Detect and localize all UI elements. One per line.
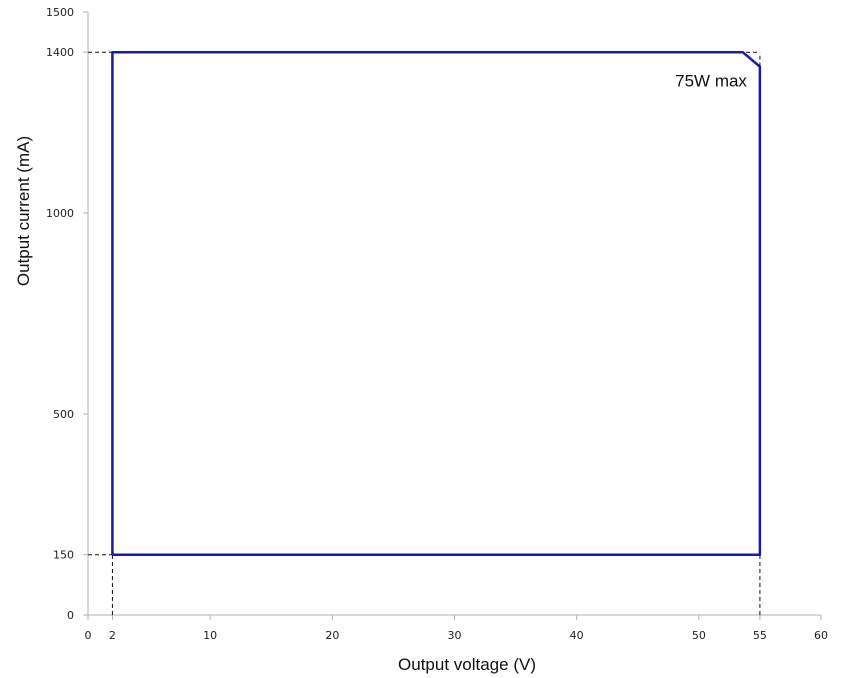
x-tick-label: 10 xyxy=(203,629,217,642)
axes xyxy=(83,11,822,620)
x-tick-label: 60 xyxy=(814,629,828,642)
y-tick-label: 1000 xyxy=(46,207,74,220)
y-tick-label: 0 xyxy=(67,609,74,622)
y-tick-label: 1500 xyxy=(46,6,74,19)
x-tick-label: 0 xyxy=(85,629,92,642)
y-tick-label: 500 xyxy=(53,408,74,421)
operating-area-line xyxy=(111,50,762,556)
reference-lines xyxy=(88,51,761,615)
y-tick-label: 1400 xyxy=(46,46,74,59)
x-tick-label: 20 xyxy=(325,629,339,642)
x-tick-label: 2 xyxy=(109,629,116,642)
y-axis-label: Output current (mA) xyxy=(14,136,33,286)
tick-labels: 0 2 10 20 30 40 50 55 60 0 150 500 1000 1400 1500 xyxy=(46,6,828,642)
x-tick-label: 30 xyxy=(448,629,462,642)
x-tick-label: 40 xyxy=(570,629,584,642)
y-tick-label: 150 xyxy=(53,549,74,562)
series-group xyxy=(111,50,762,556)
x-axis-label: Output voltage (V) xyxy=(398,655,536,674)
x-tick-label: 55 xyxy=(753,629,767,642)
annotation-75w-max: 75W max xyxy=(675,71,747,90)
x-tick-label: 50 xyxy=(692,629,706,642)
